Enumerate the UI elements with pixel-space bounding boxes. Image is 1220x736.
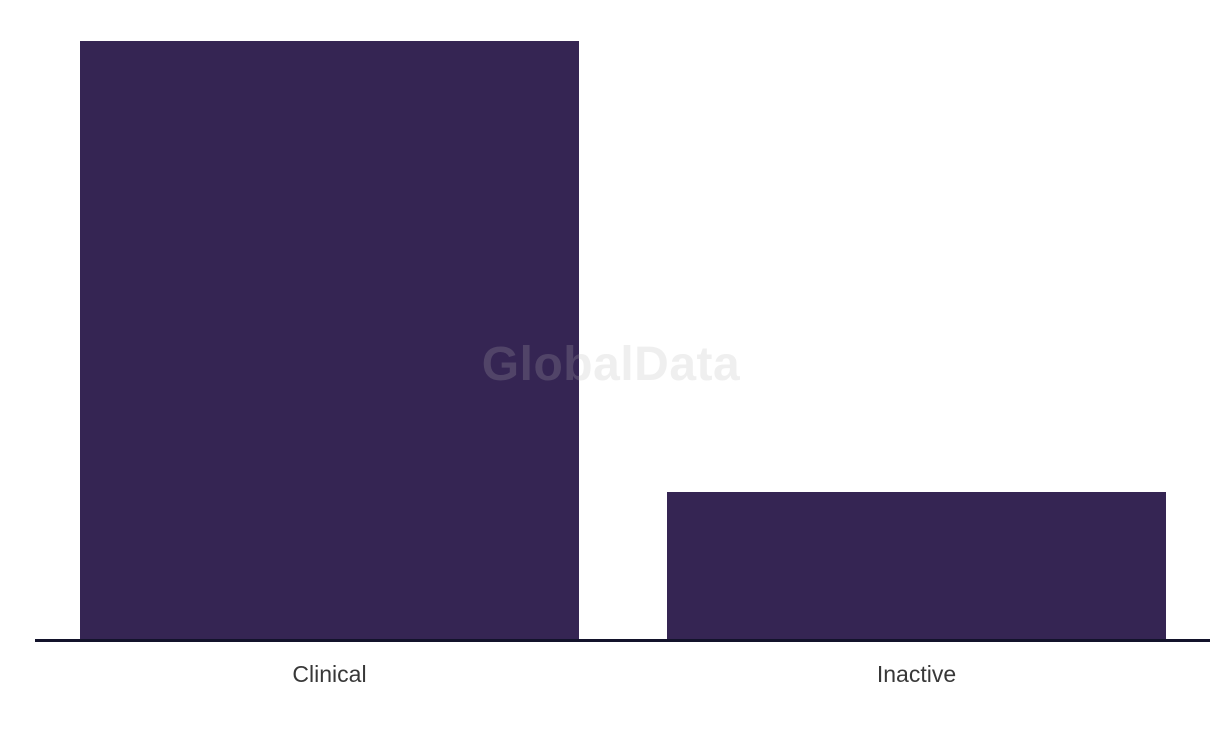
x-tick-label-inactive: Inactive <box>876 661 957 687</box>
bar-inactive <box>667 492 1166 639</box>
bar-clinical <box>80 41 579 639</box>
x-tick-label-clinical: Clinical <box>292 661 367 687</box>
x-axis-line <box>35 639 1210 642</box>
